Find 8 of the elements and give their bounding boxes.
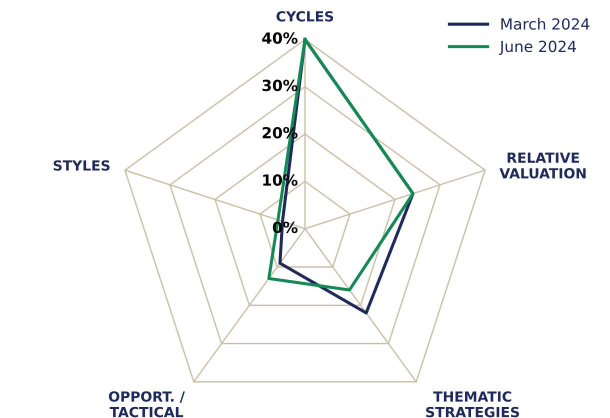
legend-label: March 2024 — [501, 18, 590, 30]
spoke-label: STYLES — [54, 160, 110, 171]
y-tick-label: 40% — [262, 32, 298, 44]
spoke-label: OPPORT. / TACTICAL — [108, 391, 185, 418]
spoke-label: RELATIVE VALUATION — [499, 152, 586, 179]
spoke-label: CYCLES — [276, 11, 334, 22]
spoke-label: THEMATIC STRATEGIES — [426, 391, 520, 418]
legend-label: June 2024 — [499, 40, 576, 56]
